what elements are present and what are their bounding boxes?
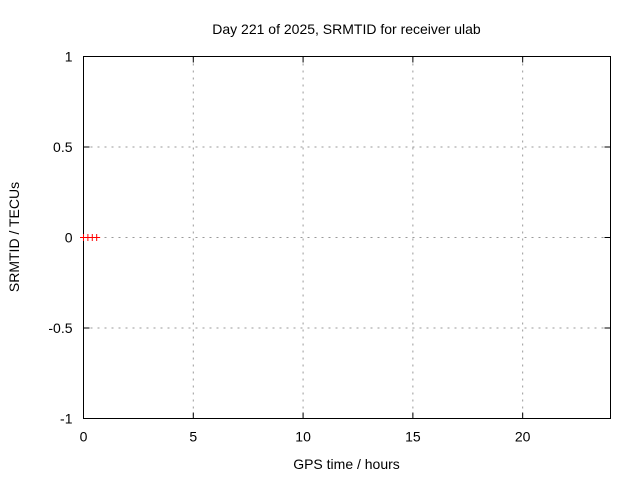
y-tick-label: 1 [65, 49, 73, 65]
x-tick-label: 15 [405, 429, 421, 445]
x-tick-label: 20 [515, 429, 531, 445]
x-tick-label: 5 [189, 429, 197, 445]
x-tick-label: 10 [295, 429, 311, 445]
x-axis-label: GPS time / hours [293, 456, 400, 472]
y-tick-label: 0.5 [53, 139, 73, 155]
chart-title: Day 221 of 2025, SRMTID for receiver ula… [212, 21, 481, 37]
y-tick-label: -0.5 [48, 320, 72, 336]
y-tick-label: -1 [60, 411, 73, 427]
plot-border [83, 56, 611, 419]
x-tick-label: 0 [80, 429, 88, 445]
y-tick-label: 0 [65, 230, 73, 246]
